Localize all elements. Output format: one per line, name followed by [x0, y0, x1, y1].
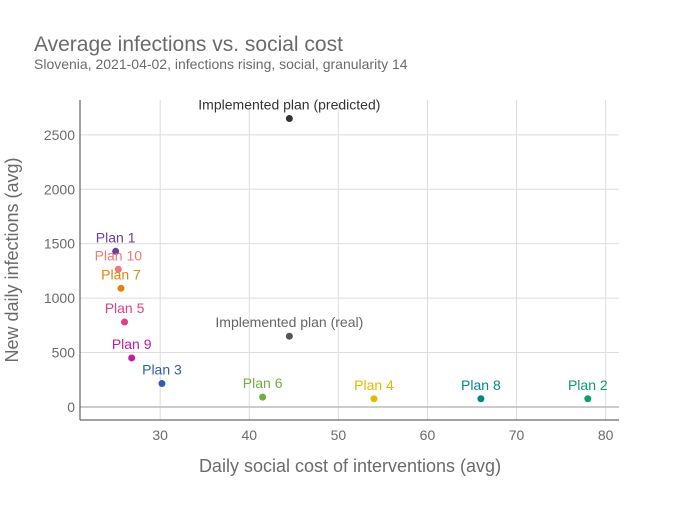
data-point-label: Plan 2 [568, 377, 608, 393]
points-layer [112, 115, 592, 403]
y-tick-label: 0 [67, 399, 75, 415]
y-tick-label: 1000 [44, 290, 75, 306]
data-point[interactable] [121, 318, 129, 326]
data-point-label: Implemented plan (predicted) [198, 97, 380, 113]
data-point[interactable] [117, 284, 125, 292]
data-point-label: Plan 4 [354, 377, 394, 393]
data-point[interactable] [285, 332, 293, 340]
axis-layer: 30 40 50 60 70 80 0 500 1000 1500 2000 2500 [44, 100, 619, 443]
data-point-label: Plan 10 [95, 247, 143, 263]
x-tick-label: 30 [152, 427, 168, 443]
x-tick-label: 60 [420, 427, 436, 443]
data-point-label: Plan 7 [101, 266, 141, 282]
y-axis-label: New daily infections (avg) [2, 157, 22, 362]
y-tick-label: 2500 [44, 127, 75, 143]
data-point-label: Plan 5 [105, 300, 145, 316]
data-point[interactable] [584, 395, 592, 403]
y-tick-label: 1500 [44, 236, 75, 252]
x-tick-label: 70 [509, 427, 525, 443]
data-point[interactable] [477, 395, 485, 403]
data-point-label: Plan 1 [96, 229, 136, 245]
y-tick-label: 2000 [44, 181, 75, 197]
data-point-label: Plan 6 [243, 375, 283, 391]
x-tick-label: 80 [598, 427, 614, 443]
data-point-label: Plan 9 [112, 336, 152, 352]
y-tick-label: 500 [52, 345, 76, 361]
data-point-label: Plan 3 [142, 362, 182, 378]
data-point[interactable] [158, 380, 166, 388]
data-point[interactable] [259, 393, 267, 401]
data-point[interactable] [114, 265, 122, 273]
chart-title: Average infections vs. social cost [34, 33, 343, 56]
x-axis-label: Daily social cost of interventions (avg) [199, 456, 501, 476]
data-point[interactable] [370, 395, 378, 403]
x-tick-label: 50 [331, 427, 347, 443]
data-point-label: Implemented plan (real) [215, 314, 363, 330]
chart-subtitle: Slovenia, 2021-04-02, infections rising,… [34, 56, 408, 72]
data-point[interactable] [285, 115, 293, 123]
data-point-label: Plan 8 [461, 377, 501, 393]
data-point[interactable] [128, 354, 136, 362]
data-point[interactable] [112, 247, 120, 255]
x-tick-label: 40 [241, 427, 257, 443]
grid-layer [80, 100, 619, 420]
labels-layer: Implemented plan (predicted) Implemented … [95, 97, 608, 393]
